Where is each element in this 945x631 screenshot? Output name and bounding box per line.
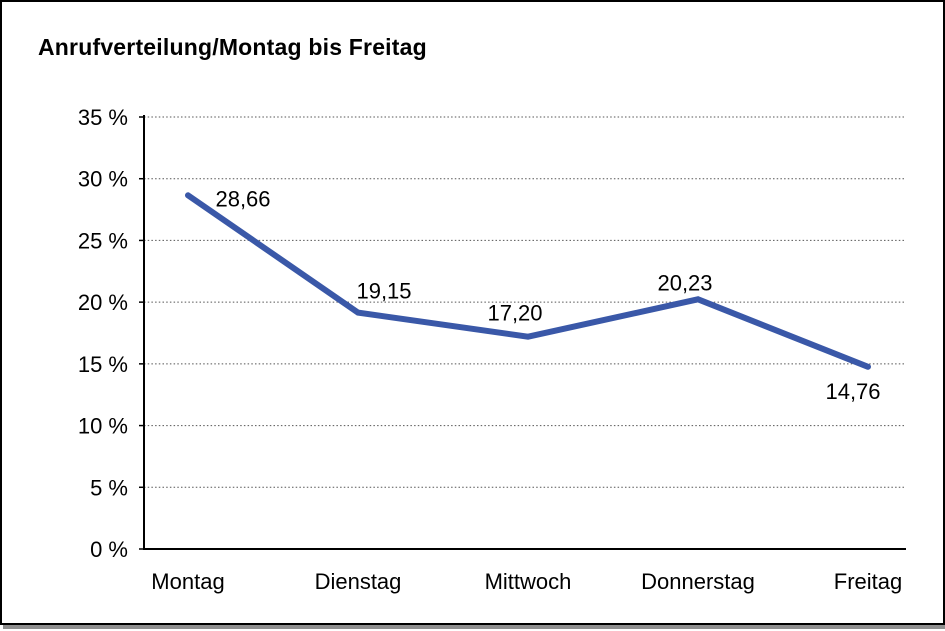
y-tick-label: 5 % — [90, 475, 128, 500]
x-category-label: Dienstag — [315, 569, 402, 594]
y-tick-label: 35 % — [78, 105, 128, 130]
y-tick-label: 30 % — [78, 167, 128, 192]
y-tick-label: 0 % — [90, 537, 128, 562]
chart-title: Anrufverteilung/Montag bis Freitag — [38, 34, 427, 60]
series-line — [185, 192, 871, 370]
data-point-label: 19,15 — [356, 279, 411, 304]
y-tick-label: 25 % — [78, 228, 128, 253]
data-point-label: 28,66 — [215, 186, 270, 211]
data-point-label: 20,23 — [657, 270, 712, 295]
x-category-label: Mittwoch — [485, 569, 572, 594]
data-point-label: 14,76 — [825, 379, 880, 404]
data-point-label: 17,20 — [487, 301, 542, 326]
x-category-label: Donnerstag — [641, 569, 755, 594]
window-border-shadow — [3, 625, 945, 629]
y-tick-label: 10 % — [78, 414, 128, 439]
y-tick-label: 20 % — [78, 290, 128, 315]
x-category-label: Freitag — [834, 569, 902, 594]
y-tick-label: 15 % — [78, 352, 128, 377]
x-category-label: Montag — [151, 569, 224, 594]
